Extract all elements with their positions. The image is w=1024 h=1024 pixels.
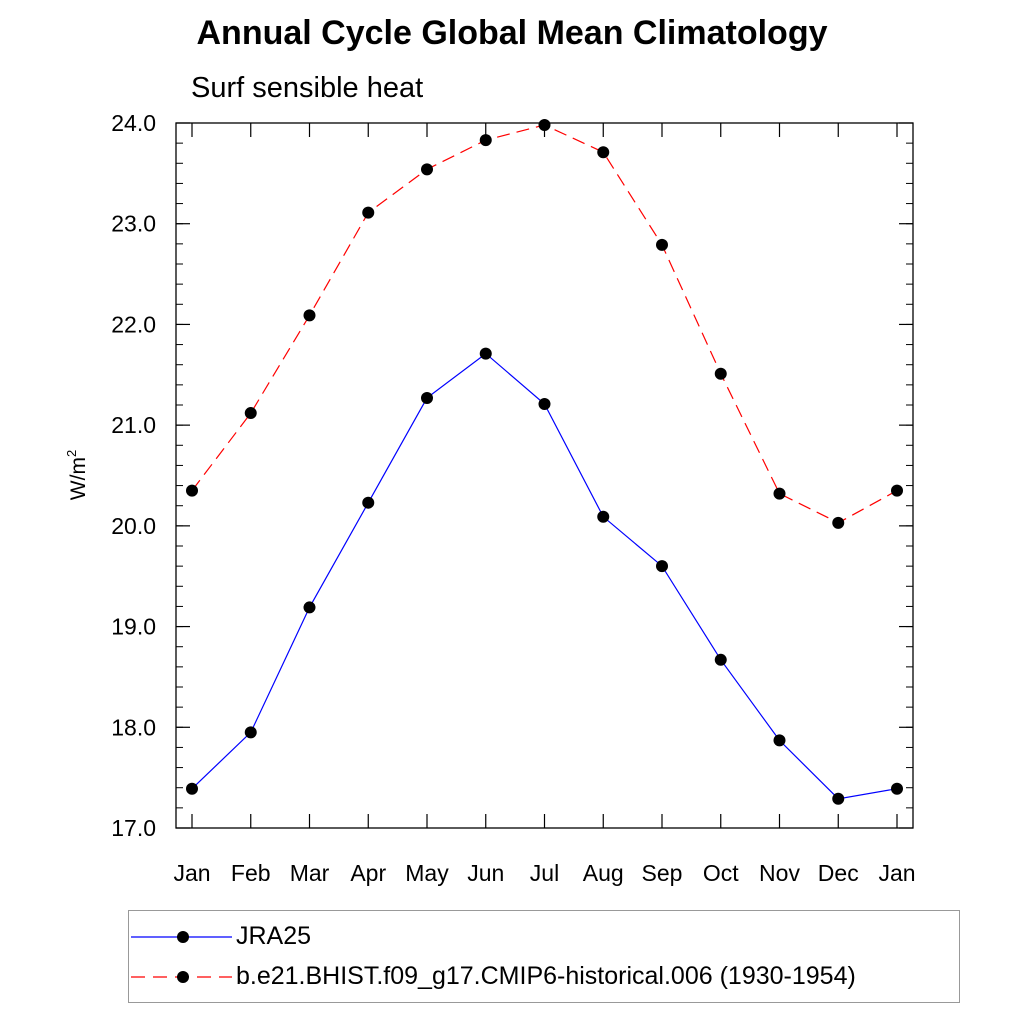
series-0-point xyxy=(773,734,786,747)
series-layer xyxy=(186,119,903,805)
x-tick-label: Feb xyxy=(231,860,271,886)
series-1-point xyxy=(421,163,433,176)
series-0-point xyxy=(244,726,257,739)
y-tick-label: 22.0 xyxy=(111,311,156,337)
series-1-point xyxy=(832,516,845,529)
y-axis-label-superscript: 2 xyxy=(64,450,79,457)
x-tick-label: Jan xyxy=(878,860,915,886)
series-1-point xyxy=(538,119,551,132)
series-1-point xyxy=(597,146,610,159)
x-tick-label: Dec xyxy=(818,860,859,886)
x-tick-label: Jun xyxy=(467,860,504,886)
chart-title: Annual Cycle Global Mean Climatology xyxy=(196,14,828,52)
series-0-point xyxy=(597,510,610,523)
series-1-point xyxy=(244,407,257,420)
chart-subtitle: Surf sensible heat xyxy=(191,72,424,104)
series-1-point xyxy=(773,487,786,500)
legend-markers xyxy=(131,931,232,983)
series-1-point xyxy=(479,134,492,147)
x-tick-label: Mar xyxy=(290,860,330,886)
series-0-point xyxy=(421,391,433,404)
ticks-layer xyxy=(176,122,913,829)
series-line-1 xyxy=(191,124,898,524)
x-tick-label: Jul xyxy=(530,860,559,886)
series-0-point xyxy=(538,397,551,410)
y-tick-label: 23.0 xyxy=(111,211,156,237)
x-tick-label: Sep xyxy=(642,860,683,886)
series-0-point xyxy=(714,653,727,666)
legend: JRA25 b.e21.BHIST.f09_g17.CMIP6-historic… xyxy=(128,910,960,1003)
series-0-point xyxy=(832,792,845,805)
x-tick-label: Apr xyxy=(350,860,386,886)
x-tick-label: Nov xyxy=(759,860,800,886)
plot-frame xyxy=(175,122,914,829)
series-1-point xyxy=(891,484,903,497)
x-tick-label: Jan xyxy=(173,860,210,886)
legend-marker-cmip6 xyxy=(177,971,189,983)
y-tick-label: 17.0 xyxy=(111,815,156,841)
x-tick-label: Aug xyxy=(583,860,624,886)
y-tick-label: 18.0 xyxy=(111,714,156,740)
x-tick-label: Oct xyxy=(703,860,739,886)
series-1-point xyxy=(714,367,727,380)
series-1-point xyxy=(303,309,316,322)
series-0-point xyxy=(656,560,668,573)
y-tick-label: 24.0 xyxy=(111,110,156,136)
series-line-0 xyxy=(191,352,898,800)
x-tick-label: May xyxy=(405,860,449,886)
series-1-point xyxy=(186,484,198,497)
series-0-point xyxy=(891,782,903,795)
labels-layer: 17.0 18.0 19.0 20.0 21.0 22.0 23.0 24.0 Jan Feb Ma… xyxy=(111,110,915,886)
legend-marker-jra25 xyxy=(177,931,189,943)
legend-label-jra25: JRA25 xyxy=(236,922,312,950)
series-0-point xyxy=(479,347,492,360)
y-tick-label: 19.0 xyxy=(111,614,156,640)
series-1-point xyxy=(362,206,375,219)
series-0-point xyxy=(303,601,316,614)
legend-label-cmip6: b.e21.BHIST.f09_g17.CMIP6-historical.006… xyxy=(236,962,856,990)
series-0-point xyxy=(186,782,198,795)
series-0-point xyxy=(362,496,375,509)
y-axis-label-text: W/m xyxy=(67,457,90,500)
y-tick-label: 20.0 xyxy=(111,513,156,539)
series-1-point xyxy=(656,238,668,251)
y-tick-label: 21.0 xyxy=(111,412,156,438)
y-axis-label: W/m2 xyxy=(64,450,90,500)
